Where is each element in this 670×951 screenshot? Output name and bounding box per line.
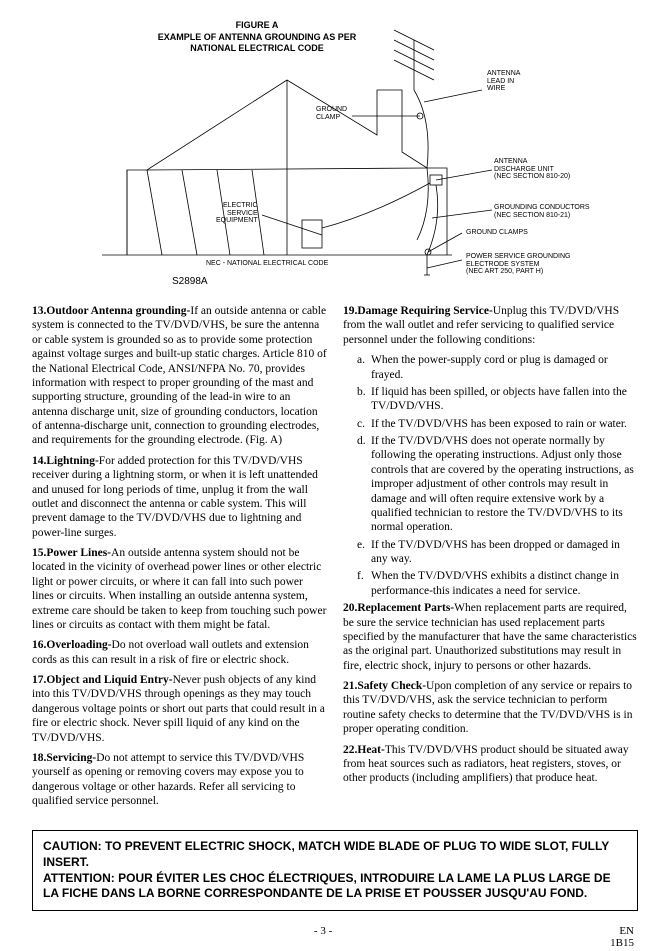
item-19b: b.If liquid has been spilled, or objects… (343, 385, 638, 414)
item-19a: a.When the power-supply cord or plug is … (343, 353, 638, 382)
item-15: 15.Power Lines-An outside antenna system… (32, 546, 327, 632)
item-19f: f.When the TV/DVD/VHS exhibits a distinc… (343, 569, 638, 598)
page-footer: - 3 - EN 1B15 (32, 925, 638, 949)
item-21: 21.Safety Check-Upon completion of any s… (343, 679, 638, 737)
item-14: 14.Lightning-For added protection for th… (32, 454, 327, 540)
figure-a-diagram: FIGURE A EXAMPLE OF ANTENNA GROUNDING AS… (32, 20, 638, 290)
item-19e: e.If the TV/DVD/VHS has been dropped or … (343, 538, 638, 567)
lbl-electric-svc: ELECTRIC SERVICE EQUIPMENT (216, 202, 258, 225)
lbl-grounding-cond: GROUNDING CONDUCTORS (NEC SECTION 810-21… (494, 204, 590, 219)
caution-box: CAUTION: TO PREVENT ELECTRIC SHOCK, MATC… (32, 830, 638, 910)
lbl-ground-clamp-top: GROUND CLAMP (316, 106, 347, 121)
lbl-nec: NEC - NATIONAL ELECTRICAL CODE (206, 260, 328, 268)
item-16: 16.Overloading-Do not overload wall outl… (32, 638, 327, 667)
lbl-antenna-lead: ANTENNA LEAD IN WIRE (487, 70, 520, 93)
item-19c: c.If the TV/DVD/VHS has been exposed to … (343, 417, 638, 431)
left-column: 13.Outdoor Antenna grounding-If an outsi… (32, 304, 327, 814)
figure-code: S2898A (172, 276, 208, 287)
footer-right: EN 1B15 (610, 925, 634, 949)
footer-lang: EN (619, 925, 634, 937)
item-20: 20.Replacement Parts-When replacement pa… (343, 601, 638, 673)
item-19d: d.If the TV/DVD/VHS does not operate nor… (343, 434, 638, 535)
item-19: 19.Damage Requiring Service-Unplug this … (343, 304, 638, 347)
item-18: 18.Servicing-Do not attempt to service t… (32, 751, 327, 809)
item-17: 17.Object and Liquid Entry-Never push ob… (32, 673, 327, 745)
item-13: 13.Outdoor Antenna grounding-If an outsi… (32, 304, 327, 448)
body-columns: 13.Outdoor Antenna grounding-If an outsi… (32, 304, 638, 814)
page-number: - 3 - (314, 925, 332, 949)
item-22: 22.Heat-This TV/DVD/VHS product should b… (343, 743, 638, 786)
lbl-ground-clamps: GROUND CLAMPS (466, 229, 528, 237)
lbl-discharge: ANTENNA DISCHARGE UNIT (NEC SECTION 810-… (494, 158, 570, 181)
lbl-power-svc: POWER SERVICE GROUNDING ELECTRODE SYSTEM… (466, 253, 571, 276)
footer-code: 1B15 (610, 937, 634, 949)
house-diagram-svg (32, 20, 638, 280)
caution-line1: CAUTION: TO PREVENT ELECTRIC SHOCK, MATC… (43, 839, 627, 870)
right-column: 19.Damage Requiring Service-Unplug this … (343, 304, 638, 814)
caution-line2: ATTENTION: POUR ÉVITER LES CHOC ÉLECTRIQ… (43, 871, 627, 902)
